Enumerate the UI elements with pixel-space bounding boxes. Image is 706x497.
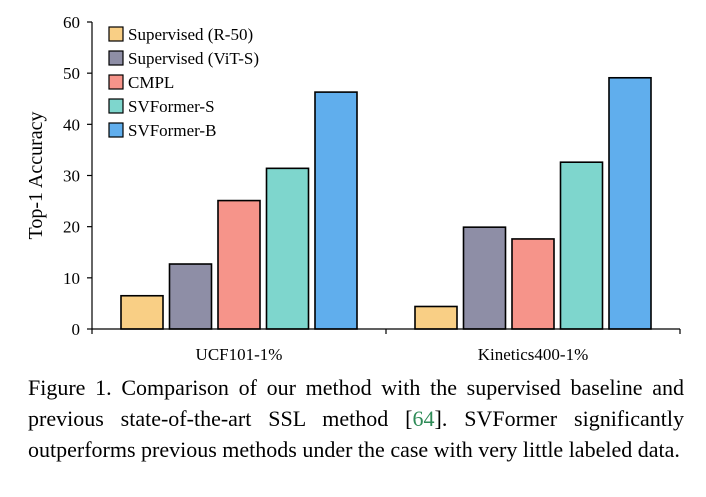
legend-swatch xyxy=(108,74,124,90)
legend-swatch xyxy=(108,50,124,66)
figure-caption: Figure 1. Comparison of our method with … xyxy=(28,372,684,465)
legend-label: SVFormer-B xyxy=(128,121,216,140)
legend: Supervised (R-50) Supervised (ViT-S) CMPL S… xyxy=(108,25,259,140)
legend-label: Supervised (ViT-S) xyxy=(128,49,259,68)
legend-label: CMPL xyxy=(128,73,174,92)
y-tick-label: 0 xyxy=(72,320,81,339)
bar-supervised-vit-s-ucf101-1 xyxy=(168,263,213,330)
legend-swatch xyxy=(108,26,124,42)
y-tick-label: 40 xyxy=(63,115,80,134)
bar-cmpl-kinetics400-1 xyxy=(511,238,555,330)
caption-suffix: ]. SVFormer significantly outperforms pr… xyxy=(28,406,684,462)
legend-swatch xyxy=(108,98,124,114)
bar-cmpl-ucf101-1 xyxy=(217,199,261,330)
legend-label: SVFormer-S xyxy=(128,97,215,116)
y-tick-label: 20 xyxy=(63,218,80,237)
bar-supervised-vit-s-kinetics400-1 xyxy=(462,226,507,330)
legend-swatch xyxy=(108,122,124,138)
y-tick-label: 50 xyxy=(63,64,80,83)
caption-citation-link[interactable]: 64 xyxy=(412,406,435,431)
bar-supervised-r-50-ucf101-1 xyxy=(120,294,164,330)
axes-group: UCF101-1% Kinetics400-1% 0 10 20 30 40 50 60 Top-… xyxy=(25,13,681,364)
bar-supervised-r-50-kinetics400-1 xyxy=(414,305,458,330)
bar-chart: UCF101-1% Kinetics400-1% 0 10 20 30 40 50 60 Top-… xyxy=(25,13,681,364)
y-axis-title: Top-1 Accuracy xyxy=(25,112,47,240)
bar-svformer-s-kinetics400-1 xyxy=(559,161,604,330)
bar-svformer-s-ucf101-1 xyxy=(265,167,310,330)
x-tick-label: Kinetics400-1% xyxy=(478,345,588,364)
bar-svformer-b-ucf101-1 xyxy=(314,91,358,330)
y-tick-label: 60 xyxy=(63,13,80,32)
y-tick-label: 10 xyxy=(63,269,80,288)
y-tick-label: 30 xyxy=(63,167,80,186)
legend-label: Supervised (R-50) xyxy=(128,25,253,44)
bars-group xyxy=(120,76,652,330)
x-tick-label: UCF101-1% xyxy=(196,345,283,364)
caption-prefix: Figure 1. Comparison of our method with … xyxy=(28,375,684,431)
bar-svformer-b-kinetics400-1 xyxy=(608,76,652,330)
